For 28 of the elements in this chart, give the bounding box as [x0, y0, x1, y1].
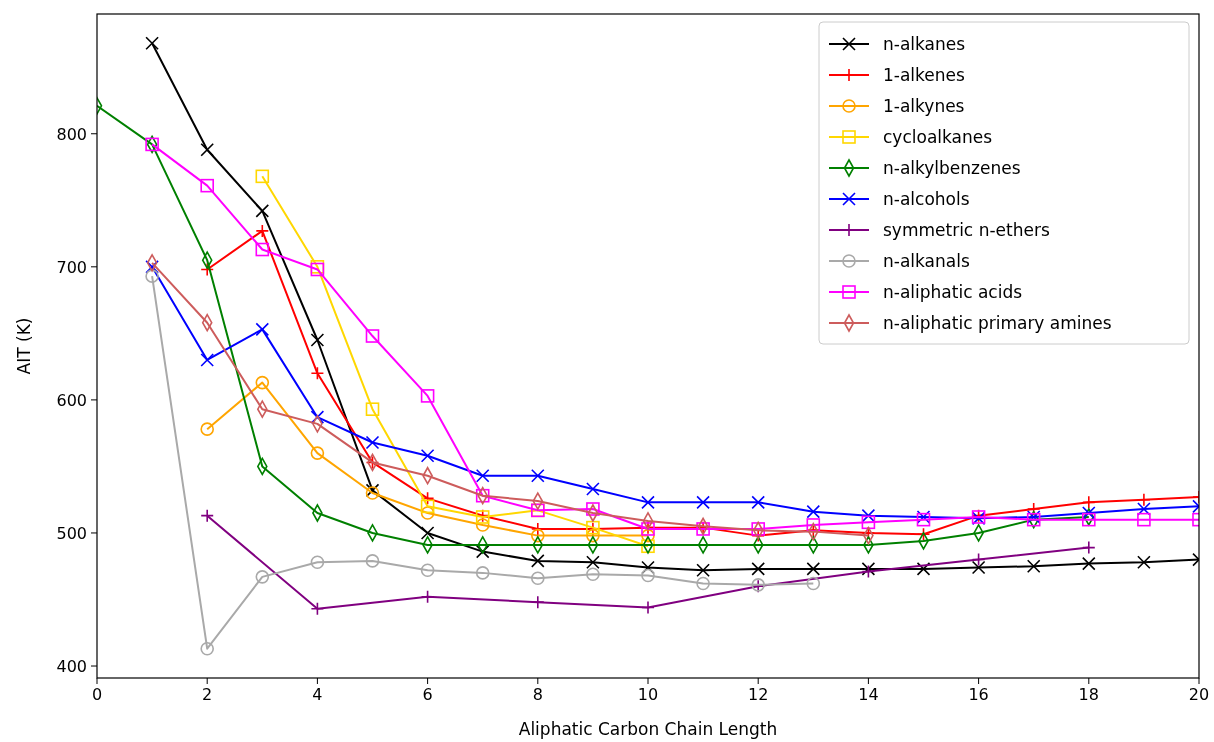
x-tick-label: 6 [422, 685, 433, 704]
legend-label: n-alkanals [883, 251, 970, 271]
legend-label: 1-alkenes [883, 65, 966, 85]
x-tick-label: 8 [532, 685, 543, 704]
x-tick-label: 16 [968, 685, 989, 704]
y-tick-label: 700 [56, 257, 87, 277]
y-tick-label: 800 [56, 124, 87, 144]
y-tick-label: 400 [56, 657, 87, 677]
x-tick-label: 4 [312, 685, 323, 704]
y-tick-label: 600 [56, 390, 87, 410]
legend-label: n-alcohols [883, 189, 970, 209]
x-tick-label: 18 [1078, 685, 1099, 704]
legend-label: n-aliphatic acids [883, 282, 1023, 302]
legend-label: n-alkanes [883, 34, 966, 54]
x-tick-label: 10 [637, 685, 659, 704]
legend-label: n-alkylbenzenes [883, 158, 1021, 178]
x-tick-label: 0 [91, 685, 103, 704]
y-axis-title: AIT (K) [14, 317, 34, 375]
x-tick-label: 14 [858, 685, 879, 704]
legend-label: symmetric n-ethers [883, 220, 1050, 240]
legend-label: cycloalkanes [883, 127, 993, 147]
y-tick-label: 500 [56, 523, 87, 543]
legend-label: n-aliphatic primary amines [883, 313, 1112, 333]
legend-label: 1-alkynes [883, 96, 965, 116]
x-axis-title: Aliphatic Carbon Chain Length [518, 719, 778, 739]
x-tick-label: 20 [1188, 685, 1210, 704]
x-tick-label: 2 [202, 685, 213, 704]
x-tick-label: 12 [748, 685, 769, 704]
